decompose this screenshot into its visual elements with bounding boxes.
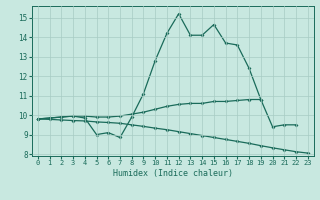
X-axis label: Humidex (Indice chaleur): Humidex (Indice chaleur): [113, 169, 233, 178]
